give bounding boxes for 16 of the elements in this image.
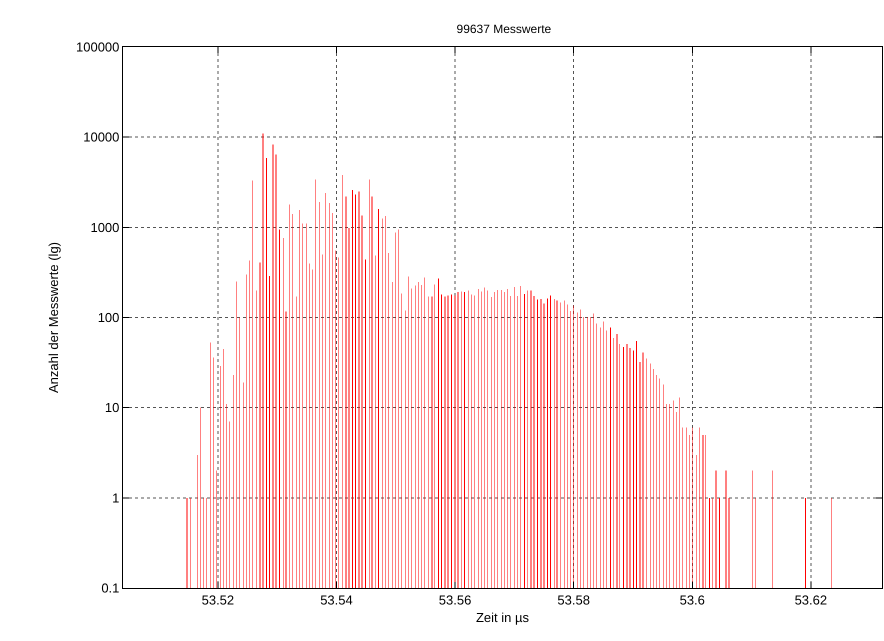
x-tick-label: 53.58 xyxy=(557,592,590,608)
y-tick-label: 1000 xyxy=(90,220,120,235)
x-tick-label: 53.56 xyxy=(438,592,472,608)
x-tick-label: 53.62 xyxy=(794,592,828,608)
x-tick-label: 53.54 xyxy=(320,592,353,608)
x-tick-label: 53.6 xyxy=(680,592,705,608)
y-tick-label: 100 xyxy=(98,310,120,326)
y-tick-label: 10 xyxy=(104,400,120,416)
chart-title: 99637 Messwerte xyxy=(456,22,552,36)
y-axis-title: Anzahl der Messwerte (lg) xyxy=(46,242,61,393)
y-tick-label: 0.1 xyxy=(101,580,120,596)
y-tick-label: 100000 xyxy=(76,40,120,55)
x-axis-title: Zeit in µs xyxy=(476,610,530,626)
x-tick-label: 53.52 xyxy=(202,592,234,608)
y-tick-label: 10000 xyxy=(83,130,120,145)
y-tick-label: 1 xyxy=(112,490,120,506)
